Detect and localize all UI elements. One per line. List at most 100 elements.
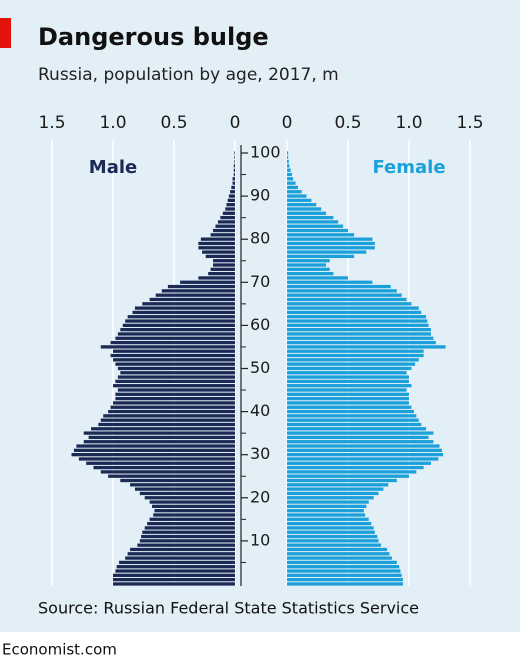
bar bbox=[287, 371, 407, 375]
bar bbox=[76, 444, 236, 448]
bar bbox=[287, 461, 431, 465]
bar bbox=[287, 388, 407, 392]
bar bbox=[120, 478, 235, 483]
bar bbox=[220, 215, 235, 220]
bar bbox=[287, 289, 397, 293]
bar bbox=[287, 198, 312, 203]
bar bbox=[287, 465, 424, 470]
bar bbox=[200, 237, 235, 241]
bar bbox=[137, 543, 235, 547]
bar bbox=[287, 332, 431, 336]
bar bbox=[287, 190, 302, 194]
bar bbox=[231, 185, 235, 190]
bar bbox=[287, 151, 289, 155]
bar bbox=[149, 500, 235, 504]
bar bbox=[287, 259, 330, 263]
bar bbox=[210, 233, 235, 237]
bar bbox=[93, 465, 235, 470]
y-tick-label: 0 bbox=[282, 113, 293, 133]
bar bbox=[115, 336, 235, 340]
bar bbox=[287, 379, 409, 384]
bar bbox=[115, 396, 235, 401]
bar bbox=[153, 513, 235, 517]
bar bbox=[234, 155, 235, 159]
bar bbox=[287, 310, 422, 315]
bar bbox=[115, 569, 235, 573]
bar bbox=[180, 280, 235, 284]
chart-title: Dangerous bulge bbox=[38, 23, 269, 51]
y-tick-label: 1.5 bbox=[38, 113, 65, 133]
bar bbox=[117, 332, 235, 336]
bar bbox=[287, 422, 422, 427]
legend-label: Female bbox=[372, 157, 445, 178]
bar bbox=[100, 345, 235, 349]
bar bbox=[167, 284, 235, 289]
bar bbox=[287, 573, 402, 577]
bar bbox=[287, 349, 424, 353]
bar bbox=[287, 474, 409, 478]
bar bbox=[230, 190, 235, 194]
bar bbox=[115, 362, 235, 366]
bar bbox=[287, 500, 369, 504]
bar bbox=[142, 302, 235, 306]
bar bbox=[287, 159, 289, 164]
bar bbox=[287, 194, 307, 198]
bar bbox=[83, 440, 235, 444]
bar bbox=[134, 306, 235, 310]
bar bbox=[113, 582, 235, 586]
bar bbox=[108, 409, 235, 414]
y-tick-label: 0.5 bbox=[334, 113, 361, 133]
bar bbox=[287, 431, 434, 435]
bar bbox=[287, 521, 372, 526]
y-tick-label: 0.5 bbox=[160, 113, 187, 133]
bar bbox=[287, 534, 378, 539]
bar bbox=[110, 405, 235, 409]
bar bbox=[287, 556, 392, 560]
age-tick-label: 90 bbox=[250, 186, 270, 205]
bar bbox=[287, 203, 317, 207]
bar bbox=[287, 427, 427, 431]
bar bbox=[287, 250, 367, 254]
bar bbox=[287, 491, 379, 496]
bar bbox=[233, 164, 235, 168]
bar bbox=[287, 392, 409, 396]
age-tick-label: 60 bbox=[250, 315, 270, 334]
bar bbox=[287, 271, 334, 276]
bar bbox=[142, 530, 235, 534]
chart-subtitle: Russia, population by age, 2017, m bbox=[38, 65, 339, 85]
bar bbox=[287, 401, 409, 405]
bar bbox=[287, 263, 327, 267]
bar bbox=[287, 457, 439, 461]
bar bbox=[108, 474, 235, 478]
bar bbox=[287, 276, 348, 280]
bar bbox=[287, 530, 375, 534]
bar bbox=[287, 323, 429, 327]
bar bbox=[287, 172, 292, 177]
bar bbox=[205, 254, 235, 259]
bar bbox=[217, 220, 235, 224]
bar bbox=[287, 340, 436, 345]
bar bbox=[141, 534, 235, 539]
bar bbox=[198, 246, 235, 250]
bar bbox=[287, 405, 412, 409]
bar bbox=[287, 552, 390, 556]
bar bbox=[144, 496, 235, 500]
bar bbox=[113, 384, 235, 388]
bar bbox=[287, 470, 417, 474]
bar bbox=[113, 358, 235, 362]
bar bbox=[139, 491, 235, 496]
bar bbox=[88, 435, 235, 440]
bar bbox=[130, 547, 235, 552]
bar bbox=[287, 254, 355, 259]
bar bbox=[287, 293, 402, 297]
bar bbox=[287, 280, 373, 284]
bar bbox=[155, 293, 235, 297]
bar bbox=[287, 237, 373, 241]
bar bbox=[117, 388, 235, 392]
bar bbox=[71, 453, 236, 457]
bar bbox=[232, 181, 235, 185]
bar bbox=[213, 228, 235, 233]
bar bbox=[287, 246, 375, 250]
bar bbox=[287, 220, 339, 224]
bar bbox=[287, 384, 412, 388]
